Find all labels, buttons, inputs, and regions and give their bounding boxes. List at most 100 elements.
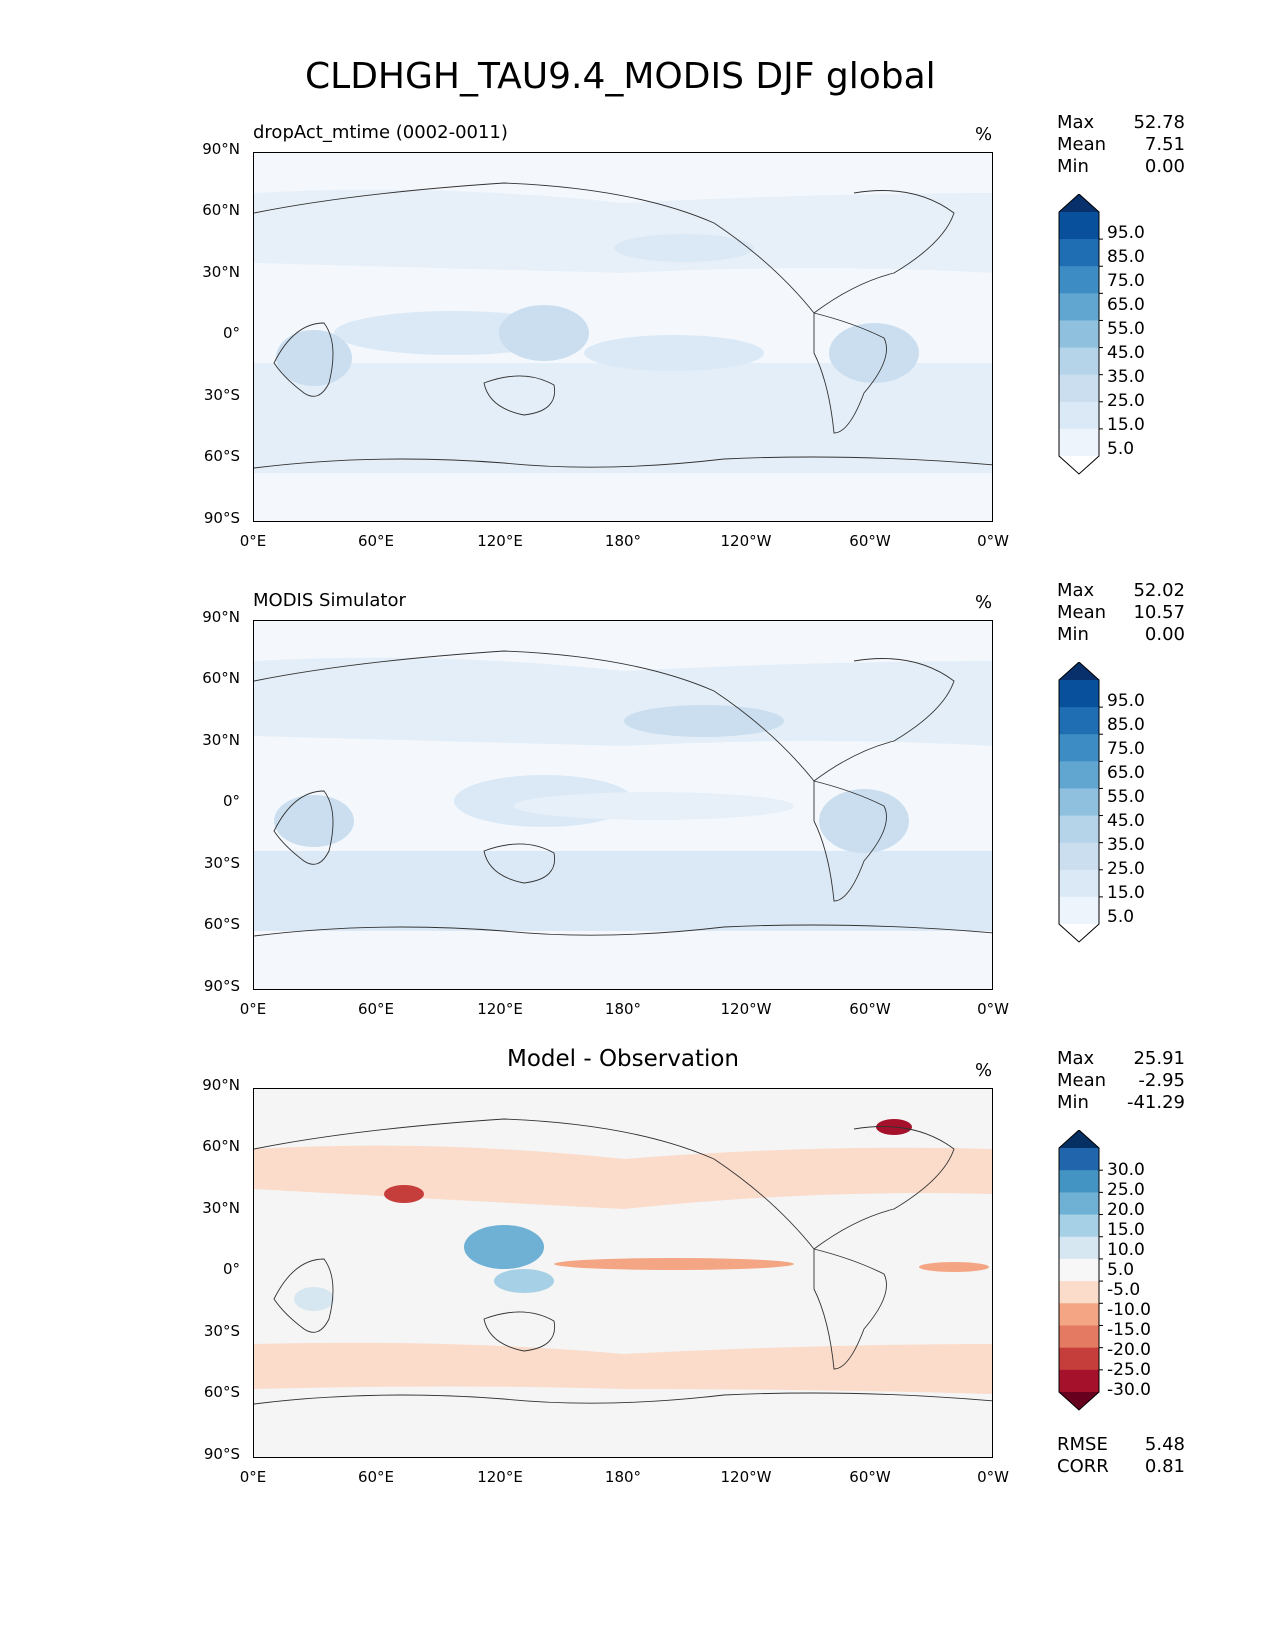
colorbar-swatch xyxy=(1059,347,1099,376)
colorbar-swatch xyxy=(1059,1347,1099,1371)
colorbar-swatch xyxy=(1059,707,1099,735)
stat-corr: 0.81 xyxy=(1144,1456,1185,1477)
stat-label-rmse: RMSE xyxy=(1057,1434,1108,1455)
colorbar-label: -10.0 xyxy=(1107,1300,1151,1320)
map-svg xyxy=(254,621,992,989)
units-label: % xyxy=(975,124,993,145)
africa-cloud xyxy=(276,330,352,386)
lon-tick: 0°W xyxy=(977,1468,1009,1486)
colorbar-label: 75.0 xyxy=(1107,739,1145,759)
samerica-coast xyxy=(813,312,887,434)
africa-cloud xyxy=(274,795,354,847)
lat-tick: 60°N xyxy=(202,669,240,687)
colorbar-swatch xyxy=(1059,1258,1099,1282)
colorbar xyxy=(1058,1130,1103,1411)
lat-tick: 30°S xyxy=(203,1322,240,1340)
maritime-cloud xyxy=(499,305,589,361)
namerica-coast xyxy=(813,658,955,782)
lon-tick: 120°E xyxy=(477,532,523,550)
lon-tick: 60°W xyxy=(849,1468,891,1486)
colorbar-label: 95.0 xyxy=(1107,223,1145,243)
lat-tick: 60°S xyxy=(203,1383,240,1401)
colorbar-outline xyxy=(1058,662,1100,943)
map-plot xyxy=(253,152,993,522)
stats-box: Max 52.78 Mean 7.51 Min 0.00 xyxy=(1057,112,1185,178)
lat-tick: 90°N xyxy=(202,1076,240,1094)
northern-negative-band xyxy=(254,1145,992,1209)
stat-label-mean: Mean xyxy=(1057,1070,1107,1091)
africa-positive xyxy=(294,1287,334,1311)
lon-tick: 60°W xyxy=(849,1000,891,1018)
stat-min: 0.00 xyxy=(1144,156,1185,177)
units-label: % xyxy=(975,592,993,613)
lon-tick: 120°E xyxy=(477,1000,523,1018)
colorbar-label: -5.0 xyxy=(1107,1280,1141,1300)
north-coasts xyxy=(254,182,815,314)
map-svg xyxy=(254,1089,992,1457)
lat-tick: 90°S xyxy=(203,509,240,527)
colorbar-swatch xyxy=(1059,734,1099,762)
colorbar-swatch xyxy=(1059,1369,1099,1393)
lon-tick: 60°W xyxy=(849,532,891,550)
lon-tick: 60°E xyxy=(357,532,395,550)
lon-tick: 60°E xyxy=(357,1000,395,1018)
samerica-coast xyxy=(813,780,887,902)
lat-tick: 60°N xyxy=(202,201,240,219)
lat-tick: 30°N xyxy=(202,731,240,749)
colorbar-label: 35.0 xyxy=(1107,367,1145,387)
namerica-coast xyxy=(813,190,955,314)
colorbar-swatch xyxy=(1059,239,1099,267)
colorbar xyxy=(1058,662,1103,943)
colorbar-swatch xyxy=(1059,293,1099,321)
itcz-negative xyxy=(554,1258,794,1270)
lat-tick: 90°S xyxy=(203,1445,240,1463)
lat-tick: 90°N xyxy=(202,608,240,626)
pacific-storm-track xyxy=(624,705,784,737)
colorbar-outline xyxy=(1058,1130,1100,1411)
colorbar-label: 55.0 xyxy=(1107,787,1145,807)
lon-tick: 120°E xyxy=(477,1468,523,1486)
atlantic-negative xyxy=(919,1262,989,1272)
stat-label-max: Max xyxy=(1057,1048,1095,1069)
stat-min: 0.00 xyxy=(1144,624,1185,645)
northern-band xyxy=(254,657,992,746)
antarctica-coast xyxy=(254,456,992,469)
itcz-band xyxy=(514,792,794,820)
africa-coast xyxy=(273,1258,334,1333)
stat-rmse: 5.48 xyxy=(1144,1434,1185,1455)
africa-coast xyxy=(273,322,334,397)
lon-tick: 180° xyxy=(604,532,642,550)
stats-box: Max 52.02 Mean 10.57 Min 0.00 xyxy=(1057,580,1185,646)
colorbar-swatch xyxy=(1059,212,1099,240)
lon-tick: 180° xyxy=(604,1468,642,1486)
colorbar-label: 65.0 xyxy=(1107,763,1145,783)
colorbar-swatch xyxy=(1059,1281,1099,1304)
map-plot xyxy=(253,1088,993,1458)
pacific-storm-track xyxy=(614,234,754,262)
colorbar-swatch xyxy=(1059,680,1099,708)
southern-band xyxy=(254,851,992,931)
tibet-negative xyxy=(384,1185,424,1203)
colorbar-extend-max xyxy=(1059,1130,1099,1148)
colorbar-label: 25.0 xyxy=(1107,391,1145,411)
colorbar-label: 55.0 xyxy=(1107,319,1145,339)
colorbar-swatch xyxy=(1059,761,1099,789)
lat-tick: 60°N xyxy=(202,1137,240,1155)
panel-reference: MODIS Simulator % 90°N 60°N 30°N 0° 30°S… xyxy=(0,580,1275,1060)
lon-tick: 0°E xyxy=(239,1000,267,1018)
stat-mean: -2.95 xyxy=(1138,1070,1185,1091)
colorbar-swatch xyxy=(1059,320,1099,349)
samerica-cloud xyxy=(819,789,909,853)
lat-tick: 60°S xyxy=(203,915,240,933)
colorbar-swatch xyxy=(1059,1170,1099,1193)
colorbar-label: 85.0 xyxy=(1107,715,1145,735)
colorbar-label: 25.0 xyxy=(1107,859,1145,879)
lat-tick: 60°S xyxy=(203,447,240,465)
stat-label-corr: CORR xyxy=(1057,1456,1109,1477)
colorbar-swatch xyxy=(1059,1148,1099,1171)
panel-difference: Model - Observation % 90°N 60°N 30°N 0° … xyxy=(0,1046,1275,1528)
colorbar-extend-min xyxy=(1059,456,1099,474)
northern-band xyxy=(254,189,992,273)
colorbar-label: 65.0 xyxy=(1107,295,1145,315)
lat-tick: 30°N xyxy=(202,1199,240,1217)
